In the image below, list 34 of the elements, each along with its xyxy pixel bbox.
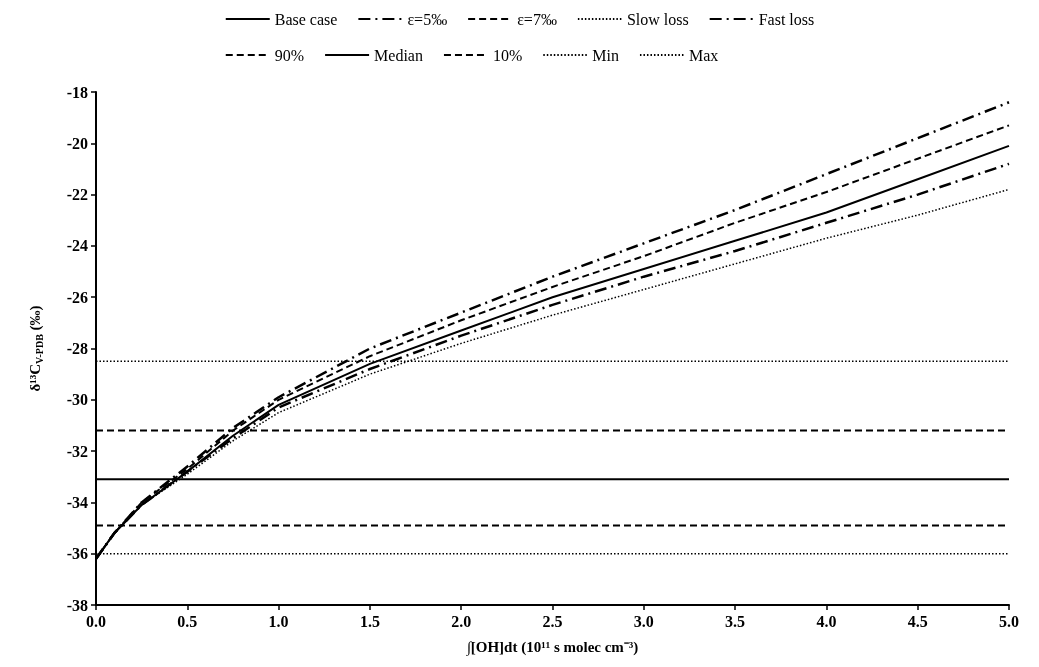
legend-label: ε=7‰ — [517, 10, 557, 28]
x-tick-label: 2.0 — [451, 612, 472, 630]
x-tick-label: 0.5 — [177, 612, 198, 630]
x-tick-label: 4.5 — [907, 612, 928, 630]
x-tick-label: 3.0 — [633, 612, 654, 630]
y-tick-label: -30 — [66, 391, 88, 409]
legend-label: Base case — [274, 10, 338, 28]
x-tick-label: 4.0 — [816, 612, 837, 630]
legend-label: Min — [592, 46, 619, 64]
y-tick-label: -36 — [66, 545, 88, 563]
x-tick-label: 1.5 — [359, 612, 380, 630]
x-tick-label: 0.0 — [86, 612, 106, 630]
y-tick-label: -18 — [66, 83, 88, 101]
x-tick-label: 1.0 — [268, 612, 289, 630]
x-tick-label: 5.0 — [999, 612, 1019, 630]
x-tick-label: 3.5 — [725, 612, 746, 630]
y-tick-label: -38 — [66, 596, 88, 614]
legend-label: 10% — [492, 46, 523, 64]
y-tick-label: -22 — [66, 186, 88, 204]
x-tick-label: 2.5 — [542, 612, 563, 630]
x-axis-title: ∫[OH]dt (10¹¹ s molec cm⁻³) — [465, 638, 639, 656]
y-tick-label: -28 — [66, 340, 88, 357]
y-tick-label: -24 — [66, 237, 88, 255]
legend-label: Median — [374, 46, 423, 64]
y-tick-label: -34 — [66, 493, 88, 511]
y-tick-label: -20 — [66, 134, 88, 152]
legend-label: Max — [688, 46, 719, 64]
legend-label: 90% — [274, 46, 305, 64]
legend-label: Slow loss — [626, 10, 689, 28]
y-tick-label: -32 — [66, 442, 88, 460]
legend-label: Fast loss — [758, 10, 815, 28]
y-axis-title: δ¹³CV-PDB (‰) — [27, 305, 45, 392]
legend-label: ε=5‰ — [407, 10, 448, 28]
y-tick-label: -26 — [66, 288, 88, 306]
